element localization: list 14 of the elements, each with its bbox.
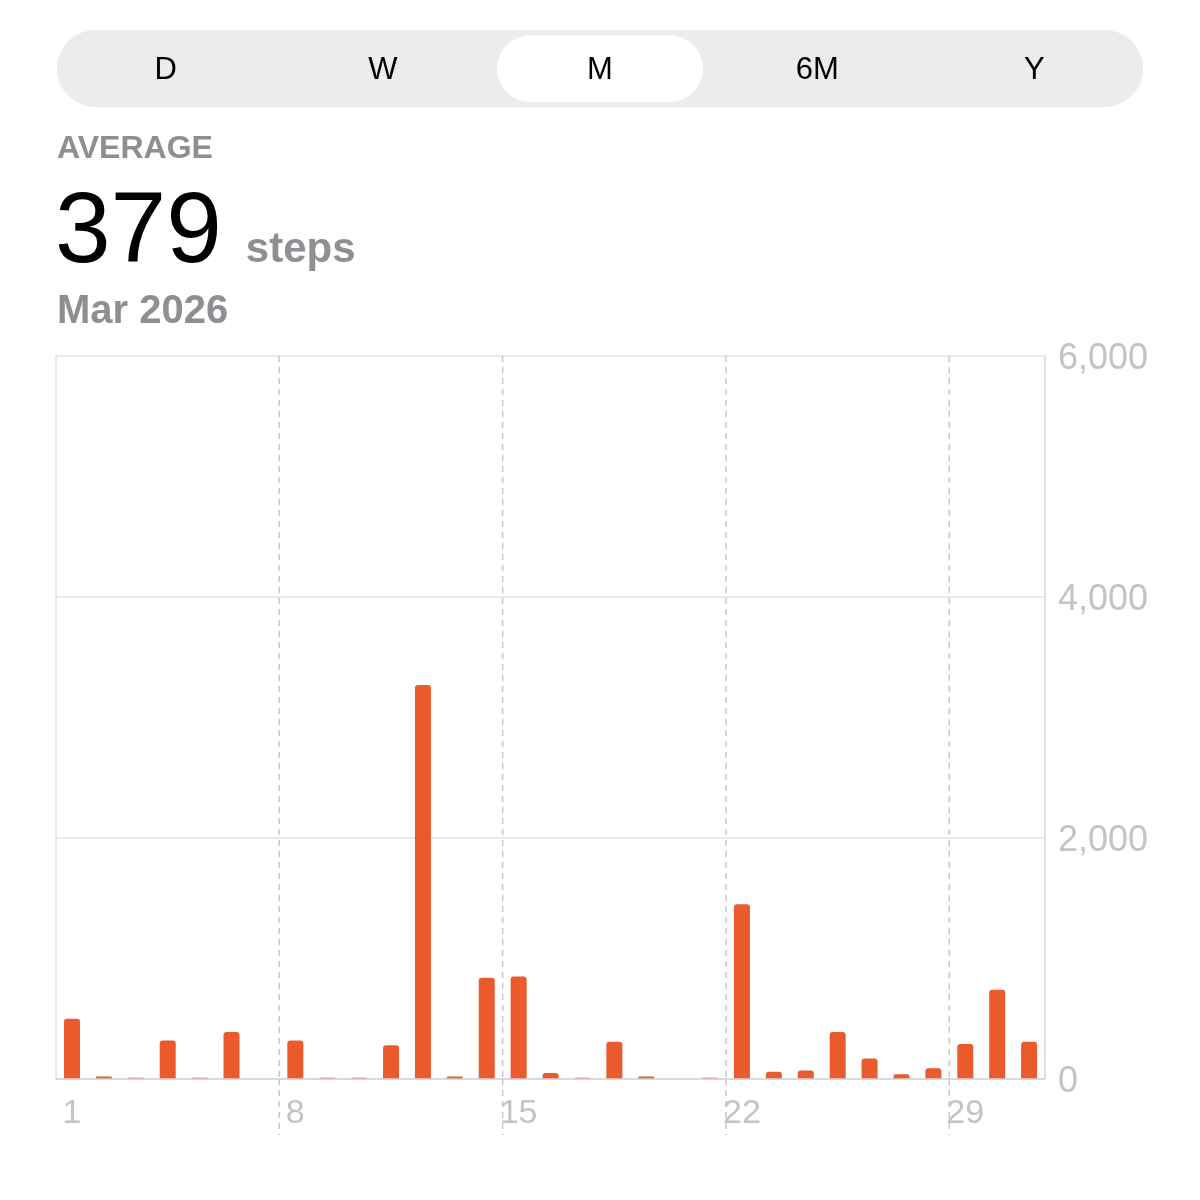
x-tick-label: 29 (946, 1092, 985, 1130)
x-tick-label: 1 (62, 1092, 82, 1130)
y-tick-label: 4,000 (1058, 576, 1149, 618)
chart-subtitle: Mar 2026 (57, 287, 229, 331)
chart-title: AVERAGE (57, 129, 213, 165)
x-tick-label: 8 (285, 1092, 305, 1130)
x-tick-label: 22 (723, 1092, 761, 1130)
text: steps (245, 224, 356, 271)
y-tick-label: 2,000 (1058, 817, 1149, 859)
x-tick-label: 15 (499, 1092, 538, 1130)
text: 379 (55, 171, 222, 283)
y-tick-label: 0 (1058, 1058, 1079, 1100)
segmented-control: D W M 6M Y (57, 30, 1143, 107)
y-tick-label: 6,000 (1058, 335, 1149, 377)
